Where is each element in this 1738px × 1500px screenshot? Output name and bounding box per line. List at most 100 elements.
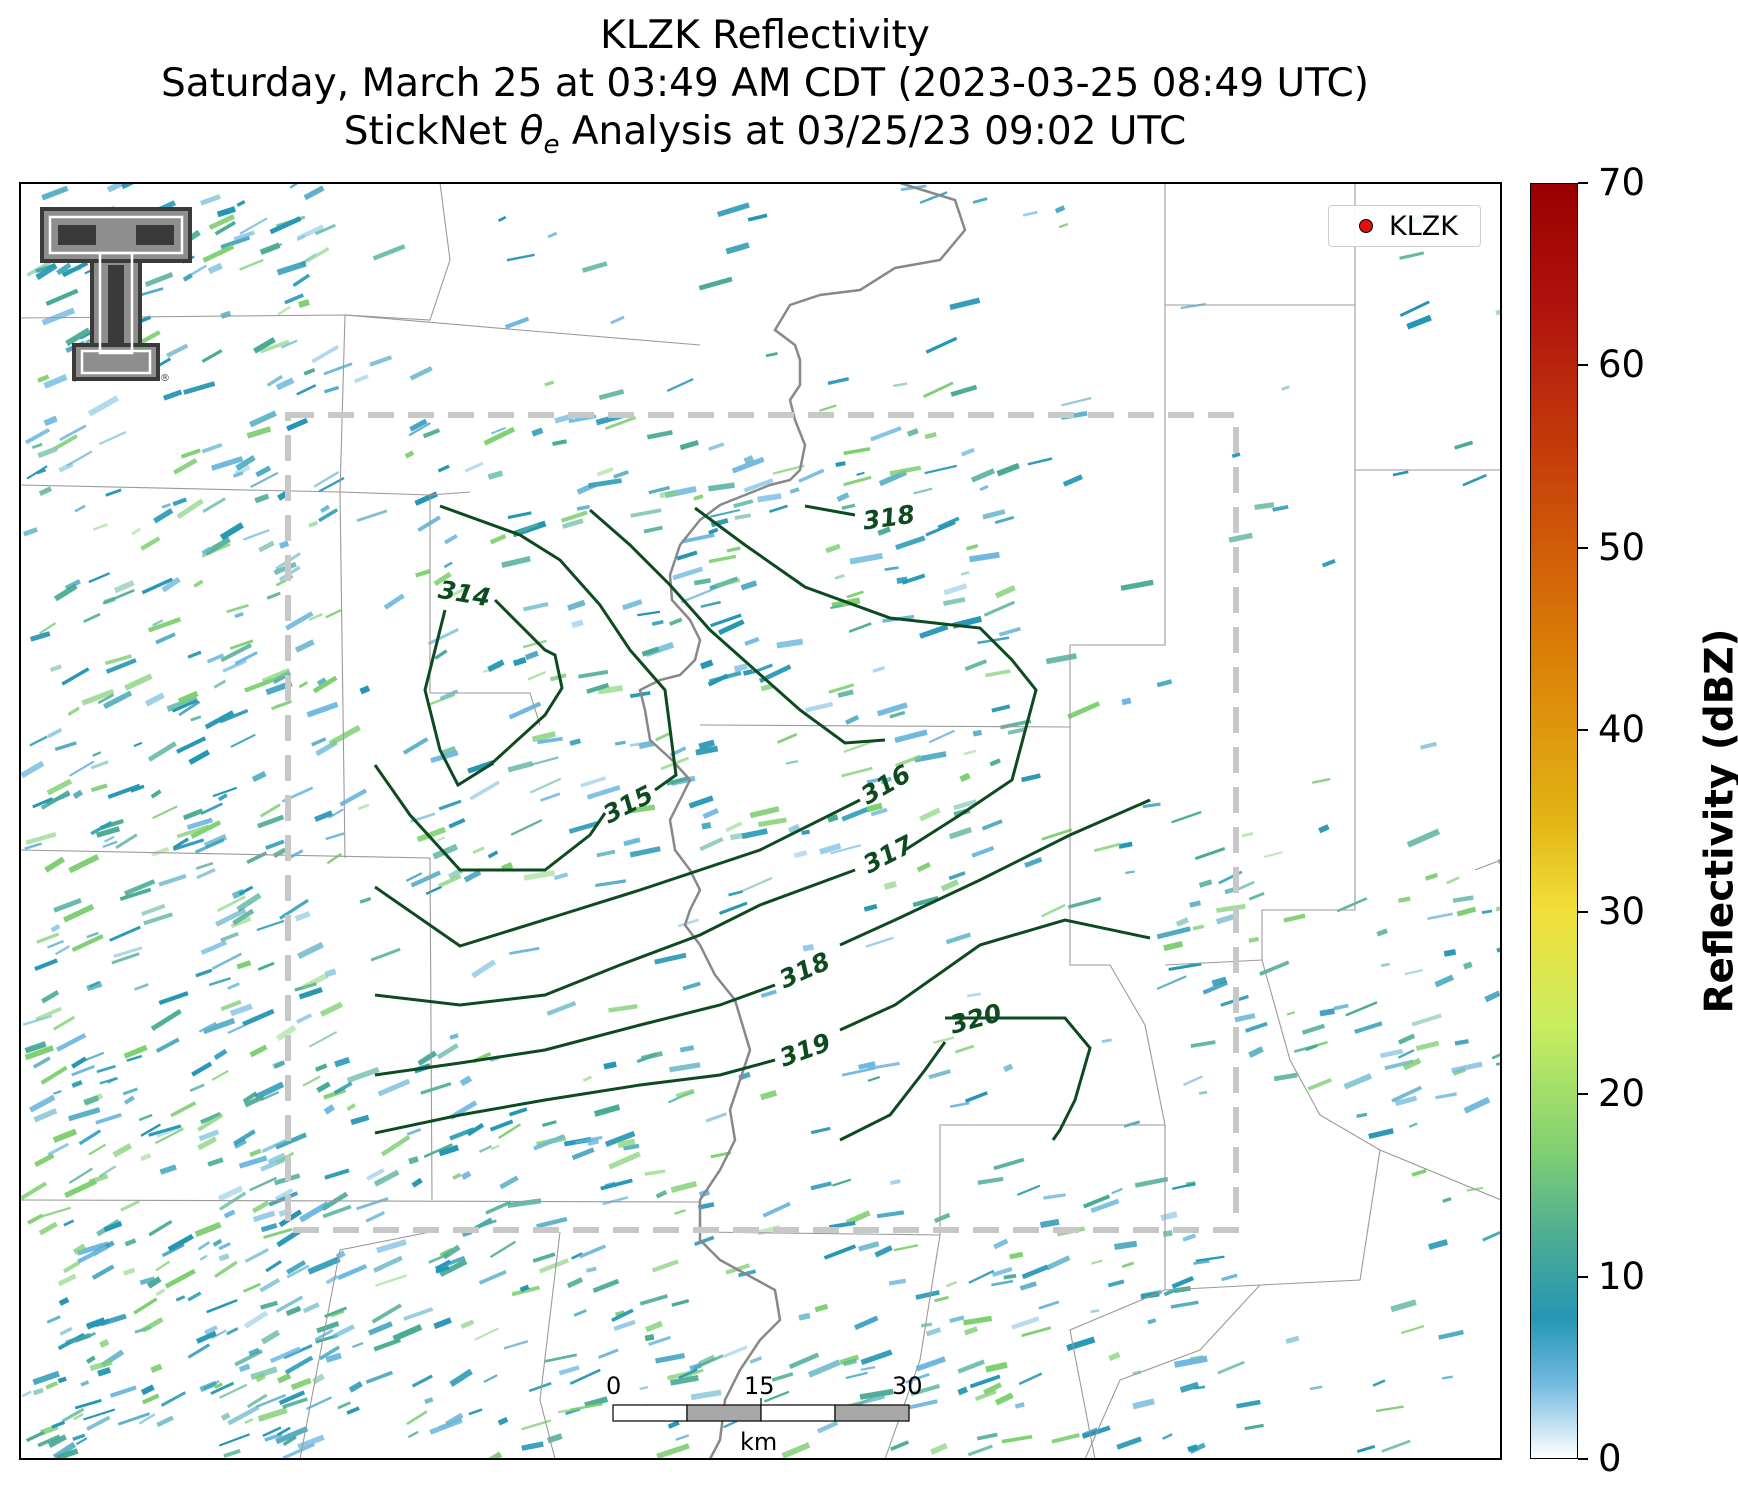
echo-cell <box>655 1352 685 1364</box>
echo-cell <box>306 1396 333 1410</box>
echo-cell <box>279 540 290 549</box>
echo-cell <box>485 1200 512 1215</box>
echo-cell <box>679 1045 695 1053</box>
echo-cell <box>521 1441 544 1451</box>
echo-cell <box>1391 1085 1423 1103</box>
echo-cell <box>651 619 664 626</box>
echo-cell <box>148 1124 182 1137</box>
echo-cell <box>24 1041 47 1054</box>
echo-cell <box>733 499 754 508</box>
echo-cell <box>974 1389 997 1401</box>
contour-label-314: 314 <box>436 575 492 613</box>
echo-cell <box>20 760 45 779</box>
echo-cell <box>251 771 267 783</box>
echo-cell <box>1180 303 1207 310</box>
contour-label-318: 318 <box>775 946 834 994</box>
echo-cell <box>266 591 281 600</box>
echo-cell <box>1379 1048 1404 1059</box>
echo-cell <box>1018 1372 1043 1386</box>
echo-cell <box>352 1342 364 1348</box>
echo-cell <box>733 499 754 508</box>
echo-cell <box>1011 1316 1040 1330</box>
echo-cell <box>102 589 135 605</box>
echo-cell <box>710 1151 732 1159</box>
echo-cell <box>1118 841 1133 849</box>
echo-cell <box>964 1091 988 1103</box>
echo-cell <box>85 1317 106 1330</box>
echo-cell <box>1408 1122 1418 1128</box>
echo-cell <box>1451 1061 1483 1074</box>
echo-cell <box>896 576 908 584</box>
echo-cell <box>239 217 268 235</box>
echo-cell <box>469 780 500 801</box>
echo-cell <box>34 1153 55 1167</box>
echo-cell <box>275 1132 307 1150</box>
county-line <box>20 1199 701 1203</box>
echo-cell <box>726 546 741 553</box>
echo-cell <box>531 731 556 743</box>
echo-cell <box>1054 205 1066 214</box>
echo-cell <box>1273 1072 1298 1082</box>
echo-cell <box>968 1269 995 1284</box>
echo-cell <box>954 1044 975 1054</box>
echo-cell <box>262 1426 282 1438</box>
echo-cell <box>843 740 875 753</box>
echo-cell <box>1231 452 1241 459</box>
echo-cell <box>1451 1061 1483 1074</box>
echo-cell <box>670 1374 699 1386</box>
echo-cell <box>1244 1423 1264 1431</box>
echo-cell <box>1372 1379 1386 1387</box>
echo-cell <box>630 508 662 518</box>
echo-cell <box>323 1104 336 1115</box>
echo-cell <box>972 729 983 737</box>
echo-cell <box>1496 1059 1501 1066</box>
echo-cell <box>1162 1433 1173 1440</box>
echo-cell <box>667 1420 680 1429</box>
echo-cell <box>234 612 244 619</box>
echo-cell <box>312 675 338 694</box>
echo-cell <box>1283 913 1306 923</box>
echo-cell <box>197 1113 224 1132</box>
echo-cell <box>214 1382 223 1389</box>
echo-cell <box>1001 1434 1033 1444</box>
echo-cell <box>1171 810 1202 824</box>
echo-cell <box>503 1340 529 1350</box>
echo-cell <box>593 1104 621 1117</box>
echo-cell <box>306 701 339 718</box>
echo-cell <box>441 745 457 756</box>
echo-cell <box>26 1430 45 1442</box>
echo-cell <box>1411 1013 1442 1027</box>
echo-cell <box>200 1111 222 1125</box>
echo-cell <box>152 619 164 627</box>
echo-cell <box>595 879 627 888</box>
echo-cell <box>420 1082 452 1095</box>
echo-cell <box>211 1329 227 1340</box>
echo-cell <box>913 487 933 495</box>
echo-cell <box>919 624 949 639</box>
echo-cell <box>226 603 249 614</box>
echo-cell <box>325 832 345 841</box>
echo-cell <box>740 580 758 591</box>
echo-cell <box>289 849 304 859</box>
echo-cell <box>1082 1425 1111 1439</box>
echo-cell <box>837 689 854 698</box>
echo-cell <box>96 826 121 838</box>
echo-cell <box>300 247 330 267</box>
echo-cell <box>641 646 660 657</box>
echo-cell <box>242 1008 275 1027</box>
echo-cell <box>963 749 977 756</box>
echo-cell <box>1066 1336 1096 1352</box>
echo-cell <box>817 1420 839 1434</box>
echo-cell <box>140 536 161 551</box>
echo-cell <box>1399 300 1430 317</box>
echo-cell <box>213 1048 228 1060</box>
county-line <box>20 849 433 1201</box>
echo-cell <box>246 1393 268 1409</box>
echo-cell <box>277 305 291 316</box>
echo-cell <box>124 1238 137 1247</box>
echo-cell <box>243 1310 269 1329</box>
echo-cell <box>119 887 152 901</box>
echo-cell <box>708 554 737 564</box>
echo-cell <box>109 1385 137 1398</box>
echo-cell <box>880 776 892 785</box>
